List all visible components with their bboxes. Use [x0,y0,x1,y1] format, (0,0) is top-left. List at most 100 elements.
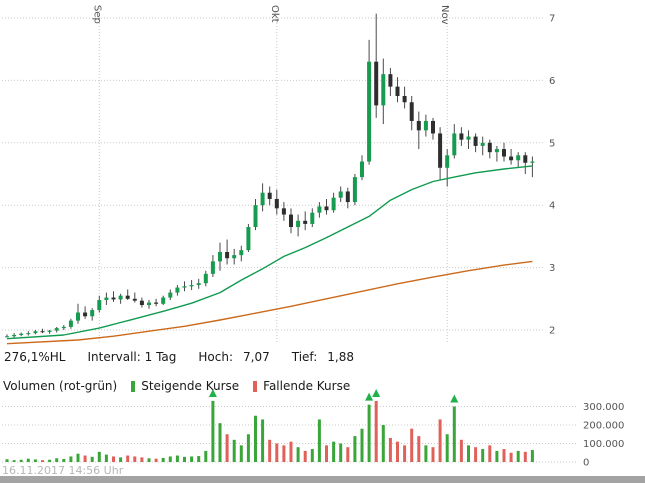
volume-bar [332,441,336,462]
candle-body [509,156,514,161]
volume-bar [516,450,520,462]
volume-signal-arrow-icon [372,388,381,397]
volume-bar [97,451,101,462]
volume-bar [296,447,300,462]
candle-body [104,297,109,301]
candle-body [402,96,407,103]
candle-body [516,155,521,161]
candle-body [473,136,478,146]
candle-body [367,61,372,162]
range-percent: 276,1%HL [4,350,66,364]
candle-body [83,312,88,317]
volume-bar [161,457,165,462]
footer-scrollbar[interactable] [0,476,645,483]
candle-body [61,326,66,329]
volume-bar [5,459,9,462]
price-tick-label: 5 [549,138,555,149]
volume-legend-label: Volumen (rot-grün) [3,379,118,393]
candle-body [352,177,357,203]
volume-bar [76,453,80,462]
volume-bar [90,456,94,462]
candle-body [289,214,293,228]
candle-body [40,331,45,333]
candle-body [182,286,187,288]
candle-body [12,334,17,337]
ma-line-orange [6,260,533,345]
volume-signal-arrow-icon [365,392,374,401]
candle-body [438,133,443,168]
volume-bar [417,436,421,462]
volume-bar [509,452,513,462]
volume-bar [459,439,463,462]
volume-bar [33,459,37,462]
chart-timestamp: 16.11.2017 14:56 Uhr [2,464,124,477]
rising-volume-label: Steigende Kurse [141,379,240,393]
high-value: 7,07 [243,350,270,364]
candle-body [459,133,464,140]
candle-body [395,86,400,96]
candle-body [452,133,457,156]
volume-bar [197,456,201,462]
candle-body [409,102,414,121]
candle-body [68,320,73,327]
volume-bar [133,456,137,462]
volume-tick-label: 300.000 [583,402,624,413]
volume-bar [55,458,59,462]
volume-bar [183,456,186,462]
candle-body [267,192,272,199]
candle-body [189,285,194,287]
volume-bar [481,449,485,462]
volume-bar [69,456,73,462]
volume-bar [175,455,179,462]
volume-bar [48,459,52,462]
volume-bar [211,400,215,462]
volume-bar [325,445,328,462]
volume-bar [495,450,499,462]
candle-body [139,300,144,306]
volume-bar [424,445,428,462]
candle-body [480,142,485,146]
ma-line-green [6,165,533,340]
volume-bar [438,419,442,462]
volume-bar [310,449,314,462]
volume-bar [12,460,16,462]
volume-bar [317,419,321,462]
candle-body [274,198,279,209]
volume-bar [530,449,534,462]
volume-bar [268,439,272,462]
volume-tick-label: 100.000 [583,439,624,450]
volume-bar [346,447,350,462]
volume-bar [147,458,151,462]
price-tick-label: 4 [549,201,555,212]
volume-tick-label: 200.000 [583,421,624,432]
volume-bar [431,447,435,462]
month-label: Sep [91,5,102,24]
volume-signal-arrow-icon [450,394,459,403]
candle-body [168,292,173,298]
month-label: Nov [439,5,450,25]
volume-bar [261,419,265,462]
candle-body [530,161,535,163]
candle-body [33,331,38,334]
month-label: Okt [269,5,280,23]
rising-volume-marker-icon [131,380,136,392]
volume-bar [360,428,364,462]
candle-body [147,302,151,306]
volume-bar [140,457,144,462]
volume-bar [19,459,23,462]
volume-bar [239,445,243,462]
candle-body [47,330,52,332]
stats-row: 276,1%HL Intervall: 1 Tag Hoch: 7,07 Tief… [4,350,354,364]
volume-bar [62,459,66,462]
candle-body [388,74,393,87]
candle-body [132,298,137,301]
candle-body [466,136,471,140]
candle-body [296,220,301,228]
candle-body [360,161,364,178]
volume-bar [353,436,357,462]
volume-bar [218,423,222,462]
volume-bar [246,434,250,462]
candle-body [416,120,421,131]
volume-bar [502,449,506,462]
